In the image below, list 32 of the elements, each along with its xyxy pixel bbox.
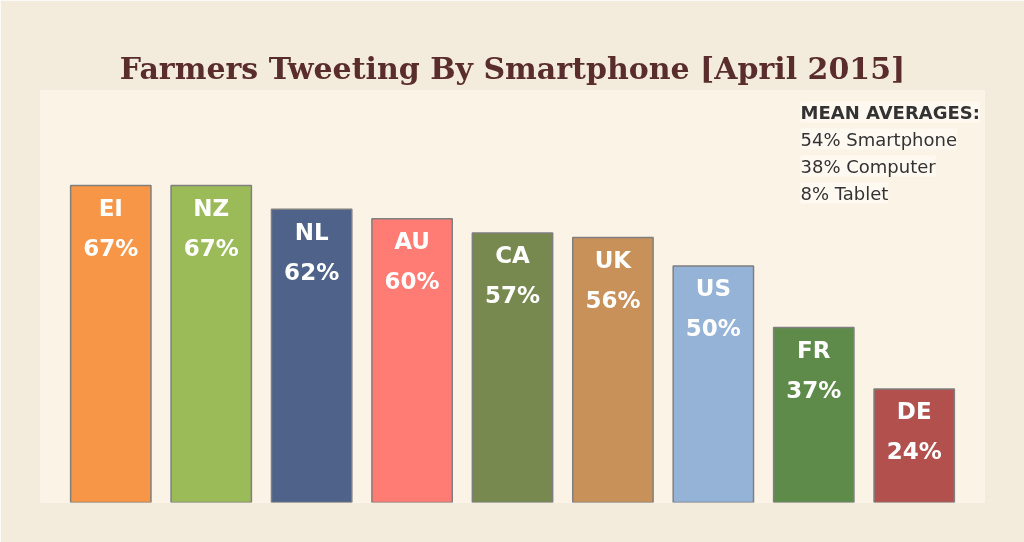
bar	[371, 217, 453, 503]
bar	[69, 184, 152, 503]
x-tick-label: US	[695, 275, 731, 302]
text: 38% Computer	[800, 155, 937, 177]
x-tick-label: FR	[797, 336, 831, 363]
bar	[772, 326, 855, 503]
data-label: 67%	[83, 235, 139, 262]
data-label: 50%	[685, 315, 741, 342]
text: 54% Smartphone	[800, 128, 958, 150]
x-tick-label: NL	[294, 218, 329, 245]
data-label: 60%	[384, 268, 440, 295]
x-tick-label: UK	[594, 247, 633, 274]
bar	[270, 208, 353, 503]
data-label: 62%	[284, 258, 340, 285]
x-tick-label: NZ	[193, 195, 230, 222]
bar	[471, 232, 554, 503]
x-tick-label: AU	[394, 228, 430, 255]
annotation: 8% Tablet	[800, 182, 889, 204]
data-label: 57%	[484, 282, 541, 309]
data-label: 24%	[886, 438, 942, 465]
data-label: 37%	[786, 376, 842, 403]
bar	[672, 265, 755, 503]
x-tick-label: EI	[98, 195, 123, 222]
data-label: 67%	[183, 235, 239, 262]
x-tick-label: CA	[495, 242, 531, 269]
text: MEAN AVERAGES:	[800, 101, 980, 123]
bar	[572, 236, 654, 503]
data-label: 56%	[585, 287, 641, 314]
bar	[170, 184, 253, 503]
x-tick-label: DE	[896, 398, 932, 425]
chart-title: Farmers Tweeting By Smartphone [April 2015]	[119, 50, 906, 86]
bar	[873, 388, 956, 503]
